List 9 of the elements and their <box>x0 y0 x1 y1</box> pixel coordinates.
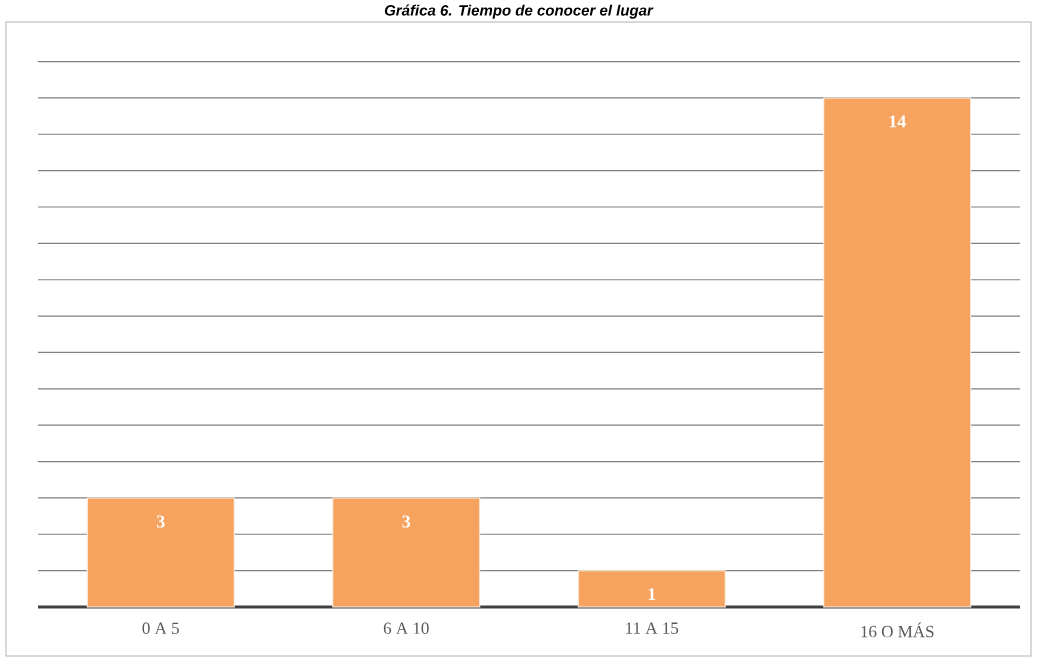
x-tick-label: 11 A 15 <box>626 622 679 634</box>
data-label: 3 <box>156 515 165 528</box>
chart-title: Gráfica 6. Tiempo de conocer el lugar <box>384 4 654 19</box>
x-tick-label: 6 A 10 <box>383 622 429 635</box>
data-label: 3 <box>402 515 411 528</box>
data-label: 1 <box>648 588 656 601</box>
data-label: 14 <box>889 115 906 128</box>
x-tick-label: 0 A 5 <box>142 622 179 635</box>
x-tick-label: 16 O MÁS <box>861 622 934 638</box>
